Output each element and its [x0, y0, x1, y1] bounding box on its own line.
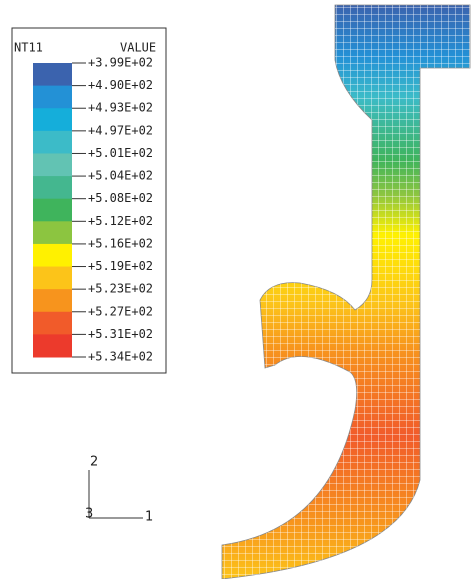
- legend-band: [33, 267, 72, 290]
- legend-band: [33, 289, 72, 312]
- legend-label: +4.90E+02: [88, 78, 153, 92]
- axis-label-2: 2: [90, 455, 98, 470]
- legend-band: [33, 131, 72, 154]
- axis-label-3: 3: [85, 507, 93, 522]
- legend-label: +5.27E+02: [88, 304, 153, 318]
- legend-band: [33, 176, 72, 199]
- legend-band: [33, 86, 72, 109]
- legend-band: [33, 199, 72, 222]
- legend-band: [33, 108, 72, 131]
- legend-label: +5.31E+02: [88, 327, 153, 341]
- legend-label: +5.23E+02: [88, 282, 153, 296]
- legend-band: [33, 244, 72, 267]
- legend-label: +3.99E+02: [88, 56, 153, 70]
- legend-band: [33, 63, 72, 86]
- legend-band: [33, 153, 72, 176]
- contour-view: NT11 VALUE +3.99E+02 +4.90E+02 +4.93E+02 +4…: [0, 0, 472, 579]
- legend-band: [33, 221, 72, 244]
- legend-variable: NT11: [14, 41, 43, 55]
- legend-band: [33, 334, 72, 357]
- part-mesh: [222, 5, 470, 579]
- legend-label: +5.12E+02: [88, 214, 153, 228]
- legend-label: +5.19E+02: [88, 259, 153, 273]
- axis-label-1: 1: [145, 510, 153, 525]
- legend-header: VALUE: [120, 41, 156, 55]
- legend-label: +4.97E+02: [88, 123, 153, 137]
- legend-label: +5.34E+02: [88, 350, 153, 364]
- legend-label: +5.08E+02: [88, 191, 153, 205]
- legend-label: +5.01E+02: [88, 146, 153, 160]
- legend-label: +4.93E+02: [88, 101, 153, 115]
- legend-label: +5.04E+02: [88, 169, 153, 183]
- legend-label: +5.16E+02: [88, 236, 153, 250]
- legend-band: [33, 312, 72, 335]
